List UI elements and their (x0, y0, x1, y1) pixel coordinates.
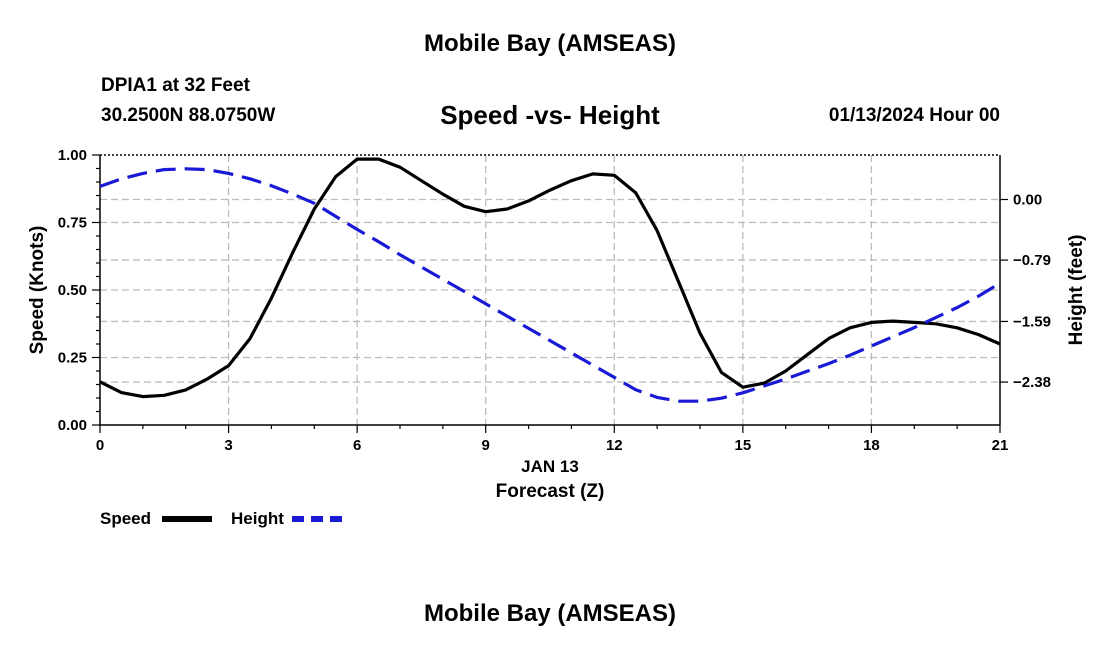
legend-speed-label: Speed (100, 509, 152, 528)
chart-title: Speed -vs- Height (440, 100, 660, 130)
y-tick-label: 0.25 (58, 350, 87, 367)
y2-tick-label: −1.59 (1013, 313, 1051, 330)
y2-axis-label: Height (feet) (1066, 235, 1087, 346)
height-series-line (99, 167, 1001, 403)
x-tick-label: 6 (353, 437, 361, 454)
y2-tick-label: −2.38 (1013, 374, 1051, 391)
x-tick-label: 15 (735, 437, 752, 454)
y2-tick-label: 0.00 (1013, 191, 1042, 208)
y2-tick-label: −0.79 (1013, 252, 1051, 269)
x-tick-label: 0 (96, 437, 104, 454)
x-tick-label: 3 (224, 437, 232, 454)
x-axis-label: Forecast (Z) (495, 481, 605, 502)
x-tick-label: 9 (482, 437, 490, 454)
y-tick-label: 0.00 (58, 417, 87, 434)
y-axis-label: Speed (Knots) (27, 226, 48, 355)
legend-height-label: Height (231, 509, 284, 528)
y-tick-label: 0.50 (58, 282, 87, 299)
legend-speed-swatch (162, 516, 212, 522)
speed-series-line (99, 157, 1001, 399)
x-tick-label: 21 (992, 437, 1009, 454)
footer-title: Mobile Bay (AMSEAS) (423, 600, 677, 627)
forecast-date: 01/13/2024 Hour 00 (828, 105, 1000, 126)
station-name: DPIA1 at 32 Feet (101, 75, 250, 96)
x-tick-label: 12 (606, 437, 623, 454)
y-tick-label: 0.75 (58, 215, 87, 232)
y-tick-label: 1.00 (58, 147, 87, 164)
station-coordinates: 30.2500N 88.0750W (101, 105, 276, 126)
x-axis-date-label: JAN 13 (521, 457, 579, 476)
page-title: Mobile Bay (AMSEAS) (423, 30, 677, 57)
legend-height-swatch (292, 516, 342, 522)
x-tick-label: 18 (863, 437, 880, 454)
